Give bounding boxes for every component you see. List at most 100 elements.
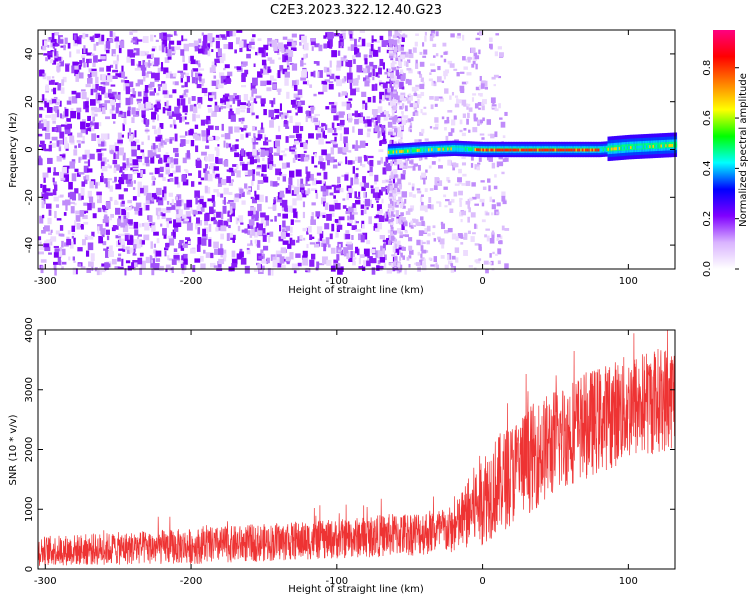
noise-cell [73,202,77,206]
noise-cell [419,131,424,136]
noise-cell [223,159,229,167]
noise-cell [119,166,123,173]
noise-cell [108,218,112,221]
noise-cell [273,183,280,186]
noise-cell [378,100,382,104]
noise-cell [145,51,150,54]
noise-cell [301,70,307,78]
noise-cell [392,105,398,111]
noise-cell [419,83,425,90]
noise-cell [88,261,94,267]
noise-cell [275,140,281,148]
noise-cell [42,184,47,193]
noise-cell [379,208,383,214]
noise-cell [446,116,450,122]
noise-cell [403,221,408,227]
noise-cell [100,148,107,151]
noise-cell [117,266,124,270]
noise-cell [478,244,482,250]
noise-cell [331,50,337,58]
noise-cell [229,30,233,37]
noise-cell [232,164,238,167]
noise-cell [40,259,47,263]
noise-cell [289,115,293,124]
noise-cell [166,217,172,222]
noise-cell [43,40,48,47]
noise-cell [91,68,97,72]
noise-cell [98,37,104,45]
noise-cell [447,227,453,233]
noise-cell [80,187,85,196]
noise-cell [328,81,334,84]
noise-cell [169,124,173,128]
noise-cell [257,71,263,78]
noise-cell [115,207,121,215]
noise-cell [392,170,397,175]
noise-cell [391,66,397,71]
noise-cell [313,117,319,122]
noise-cell [39,215,44,224]
noise-cell [209,95,215,100]
noise-cell [266,257,270,264]
noise-cell [283,205,288,211]
noise-cell [480,119,484,124]
x-tick-label: -100 [325,276,348,287]
noise-cell [387,121,393,128]
noise-cell [38,133,43,137]
noise-cell [222,205,227,214]
noise-cell [207,136,214,140]
noise-cell [227,71,233,77]
noise-cell [196,133,201,137]
noise-cell [252,34,256,38]
noise-cell [197,96,203,105]
noise-cell [286,60,290,66]
noise-cell [182,38,188,42]
noise-cell [400,69,404,75]
noise-cell [350,177,354,186]
noise-cell [71,65,75,74]
noise-cell [118,233,124,237]
noise-cell [291,263,298,271]
signal-core-cell [399,150,402,154]
noise-cell [267,206,274,209]
noise-cell [316,261,320,269]
noise-cell [387,68,391,72]
noise-cell [451,198,455,203]
noise-cell [242,163,248,171]
noise-cell [332,133,338,136]
noise-cell [307,188,311,194]
noise-cell [244,69,249,75]
noise-cell [317,70,323,78]
noise-cell [436,264,440,270]
noise-cell [389,100,393,106]
colorbar-gradient [713,30,735,269]
noise-cell [271,163,277,167]
signal-core-cell [461,147,464,151]
noise-cell [61,166,67,173]
noise-cell [479,133,485,136]
noise-cell [149,172,154,175]
noise-cell [97,224,103,231]
noise-cell [74,220,77,227]
noise-cell [322,214,326,218]
noise-cell [142,51,148,56]
noise-cell [469,197,473,201]
noise-cell [260,68,263,75]
noise-cell [252,149,257,156]
noise-cell [276,88,282,92]
noise-cell [489,43,493,49]
noise-cell [107,93,114,98]
noise-cell [478,258,482,261]
noise-cell [241,191,245,198]
noise-cell [231,265,235,272]
noise-cell [470,236,475,242]
noise-cell [142,163,147,166]
noise-cell [392,205,395,212]
noise-cell [444,88,449,94]
noise-cell [244,265,250,274]
noise-cell [361,265,366,271]
noise-cell [251,88,258,94]
noise-cell [217,144,220,147]
noise-cell [237,99,241,107]
